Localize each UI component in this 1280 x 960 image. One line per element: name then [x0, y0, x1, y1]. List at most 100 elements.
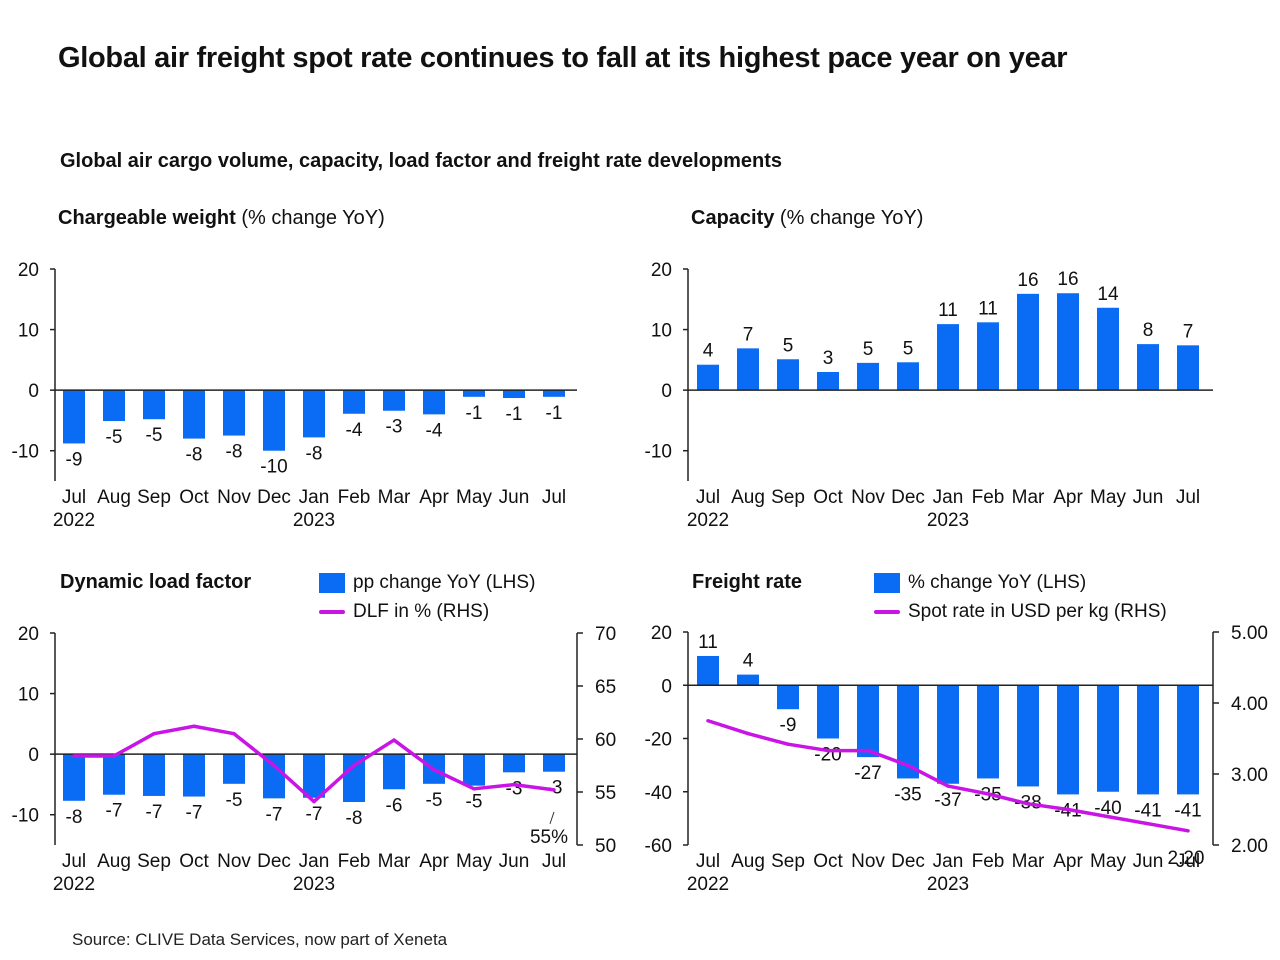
load_factor-y-tick-label-right: 70 [595, 624, 616, 645]
freight_rate-x-tick-label: Sep [771, 851, 805, 872]
load_factor-bar [63, 754, 85, 801]
freight_rate-bar [1057, 685, 1079, 795]
load_factor-y-tick-label: 0 [28, 745, 39, 766]
load_factor-bar [343, 754, 365, 802]
load_factor-x-tick-label: Jul [62, 851, 86, 872]
chargeable_weight-bar [383, 390, 405, 411]
load_factor-data-label: -5 [426, 790, 443, 811]
chargeable_weight-data-label: -5 [146, 425, 163, 446]
freight_rate-line-segment [906, 763, 950, 788]
freight_rate-data-label: -27 [854, 763, 881, 784]
freight_rate-y-tick-label-right: 5.00 [1231, 623, 1268, 644]
load_factor-x-tick-label: Aug [97, 851, 131, 872]
load_factor-data-label: -6 [386, 795, 403, 816]
chargeable_weight-bar [143, 390, 165, 420]
chargeable_weight-bar [103, 390, 125, 422]
capacity-x-tick-label: Mar [1012, 487, 1045, 508]
load_factor-bar [303, 754, 325, 798]
capacity-data-label: 3 [823, 348, 834, 369]
load_factor-data-label: -7 [266, 804, 283, 825]
freight_rate-y-tick-label-right: 3.00 [1231, 765, 1268, 786]
freight_rate-x-tick-label: Feb [972, 851, 1005, 872]
freight_rate-data-label: -40 [1094, 798, 1121, 819]
freight_rate-data-label: -41 [1174, 800, 1201, 821]
capacity-y-tick-label: 0 [661, 381, 672, 402]
load_factor-line-segment [112, 731, 156, 758]
freight_rate-line-segment [746, 731, 790, 746]
capacity-x-tick-label: Jun [1133, 487, 1164, 508]
freight_rate-bar [897, 685, 919, 779]
load_factor-line-end-label: 55% [530, 827, 568, 848]
load_factor-year-label: 2023 [293, 874, 335, 895]
capacity-bar [1137, 344, 1159, 391]
freight_rate-line-segment [1026, 802, 1070, 812]
chargeable_weight-y-tick-label: 0 [28, 381, 39, 402]
freight_rate-y-tick-label: 20 [651, 623, 672, 644]
chargeable-weight-title: Chargeable weight (% change YoY) [58, 207, 385, 230]
freight_rate-year-label: 2022 [687, 874, 729, 895]
chargeable_weight-x-tick-label: May [456, 487, 492, 508]
chargeable_weight-bar [303, 390, 325, 438]
load_factor-line-segment [192, 724, 236, 736]
load_factor-y-tick-label-right: 50 [595, 836, 616, 857]
freight_rate-line-segment [866, 748, 910, 768]
load_factor-x-tick-label: Dec [257, 851, 291, 872]
load_factor-bar [103, 754, 125, 795]
freight_rate-x-tick-label: Jun [1133, 851, 1164, 872]
capacity-data-label: 7 [743, 324, 754, 345]
freight_rate-line-segment [1106, 814, 1150, 826]
load_factor-y-tick-label: 10 [18, 685, 39, 706]
legend-item-line: DLF in % (RHS) [319, 597, 535, 626]
load_factor-data-label: -8 [66, 807, 83, 828]
page-subtitle: Global air cargo volume, capacity, load … [60, 150, 783, 172]
chargeable_weight-data-label: -1 [546, 403, 563, 424]
freight_rate-data-label: -9 [780, 715, 797, 736]
chargeable_weight-data-label: -8 [306, 443, 323, 464]
freight_rate-bar [1137, 685, 1159, 795]
legend-item-line: Spot rate in USD per kg (RHS) [874, 597, 1167, 626]
capacity-data-label: 5 [863, 339, 874, 360]
load_factor-x-tick-label: Jun [499, 851, 530, 872]
capacity-x-tick-label: Dec [891, 487, 925, 508]
chargeable_weight-data-label: -10 [260, 457, 287, 478]
freight_rate-x-tick-label: Dec [891, 851, 925, 872]
capacity-bar [1097, 307, 1119, 391]
load_factor-x-tick-label: Jan [299, 851, 330, 872]
load_factor-data-label: -7 [186, 803, 203, 824]
load_factor-x-tick-label: Oct [179, 851, 209, 872]
freight_rate-bar [977, 685, 999, 779]
load_factor-line-segment [392, 738, 436, 772]
load_factor-year-label: 2022 [53, 874, 95, 895]
load_factor-end-label-leader [549, 811, 555, 825]
freight_rate-bar [817, 685, 839, 739]
freight_rate-y-tick-label: 0 [661, 676, 672, 697]
capacity-x-tick-label: Aug [731, 487, 765, 508]
chargeable_weight-bar [63, 390, 85, 444]
capacity-year-label: 2022 [687, 510, 729, 531]
freight_rate-line-segment [1066, 807, 1110, 819]
chargeable_weight-x-tick-label: Nov [217, 487, 251, 508]
capacity-data-label: 16 [1017, 270, 1038, 291]
freight_rate-y-tick-label-right: 2.00 [1231, 836, 1268, 857]
chargeable_weight-bar [423, 390, 445, 415]
chargeable_weight-y-tick-label: 20 [18, 260, 39, 281]
legend-bar-label: pp change YoY (LHS) [353, 571, 536, 593]
capacity-x-tick-label: Jan [933, 487, 964, 508]
legend-line-label: DLF in % (RHS) [353, 600, 490, 622]
legend-bar-swatch [874, 572, 900, 593]
load_factor-bar [383, 754, 405, 790]
capacity-data-label: 14 [1097, 284, 1119, 305]
capacity-title-unit: (% change YoY) [774, 207, 924, 229]
capacity-data-label: 4 [703, 341, 714, 362]
freight_rate-bar [1177, 685, 1199, 795]
freight_rate-data-label: 4 [743, 651, 754, 672]
chargeable_weight-x-tick-label: Sep [137, 487, 171, 508]
legend-line-swatch [874, 609, 900, 614]
chargeable_weight-data-label: -8 [186, 445, 203, 466]
chargeable_weight-data-label: -4 [426, 420, 443, 441]
capacity-data-label: 5 [903, 338, 914, 359]
chargeable_weight-x-tick-label: Dec [257, 487, 291, 508]
legend-line-label: Spot rate in USD per kg (RHS) [908, 600, 1167, 622]
load_factor-y-tick-label: -10 [12, 806, 39, 827]
